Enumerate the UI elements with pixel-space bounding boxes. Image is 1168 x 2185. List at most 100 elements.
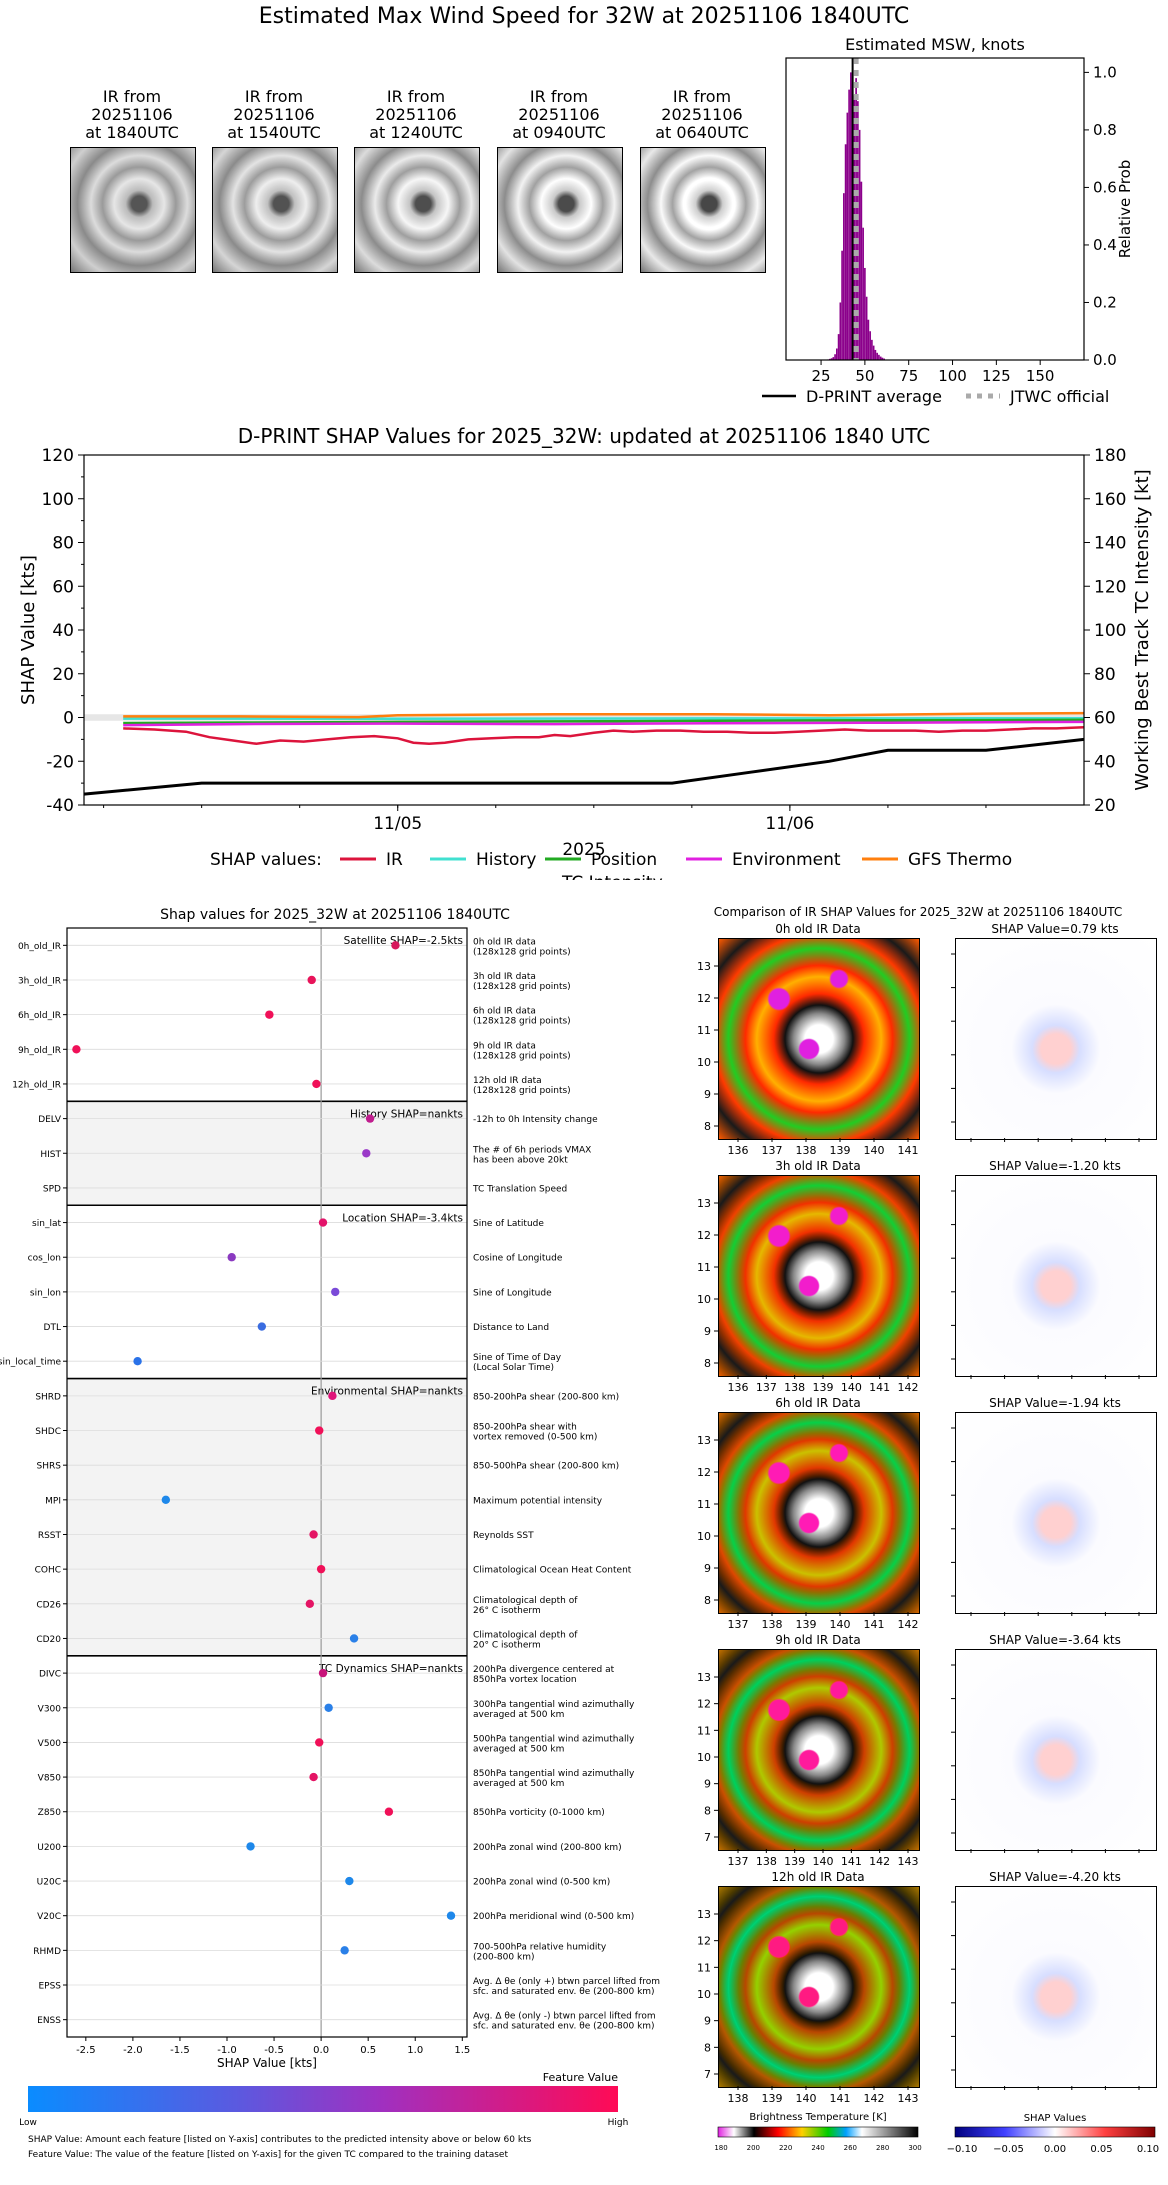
shap-colorbar-tick: 0.00 <box>1044 2144 1066 2155</box>
feature-desc: (128x128 grid points) <box>473 1051 571 1061</box>
y-tick-label: 13 <box>697 1197 711 1210</box>
feature-desc: sfc. and saturated env. θe (200-800 km) <box>473 2022 655 2032</box>
beeswarm-title: Shap values for 2025_32W at 20251106 184… <box>160 907 510 923</box>
msw-histogram: Estimated MSW, knots 25 50 75 100 125 150 0.0 0.… <box>762 35 1134 406</box>
x-tick-label: 139 <box>762 2092 783 2105</box>
shap-map-image <box>955 1175 1157 1377</box>
group-label: Satellite SHAP=-2.5kts <box>344 935 463 947</box>
feature-label: V500 <box>38 1739 62 1749</box>
y-axis-label: Relative Prob <box>1116 160 1134 259</box>
y-tick-label: 9 <box>704 1562 711 1575</box>
ir-map-title: 0h old IR Data <box>775 922 861 936</box>
x-tick-label: -1.0 <box>217 2045 237 2056</box>
legend-label-history: History <box>476 850 536 870</box>
feature-desc: 700-500hPa relative humidity <box>473 1942 607 1952</box>
feature-label: DIVC <box>39 1670 61 1680</box>
y2-tick-label: 100 <box>1094 621 1126 641</box>
feature-shap-point <box>318 1218 328 1227</box>
feature-shap-point <box>391 941 400 950</box>
shap-colorbar-tick: −0.05 <box>993 2144 1024 2155</box>
feature-desc: 850hPa vorticity (0-1000 km) <box>473 1808 605 1818</box>
shap-map-title: SHAP Value=-4.20 kts <box>989 1870 1121 1884</box>
y-tick-label: 13 <box>697 1671 711 1684</box>
feature-desc: 300hPa tangential wind azimuthally <box>473 1700 635 1710</box>
legend-label-gfs_thermo: GFS Thermo <box>908 850 1012 870</box>
y-axis-label: SHAP Value [kts] <box>18 555 39 705</box>
shap-colorbar <box>954 2126 1156 2138</box>
ir-thumbnail-image <box>70 147 196 273</box>
y-tick-label: 10 <box>697 1988 711 2001</box>
histogram-bar <box>879 356 882 360</box>
feature-desc: 850-500hPa shear (200-800 km) <box>473 1462 619 1472</box>
feature-shap-point <box>133 1357 142 1366</box>
feature-label: SHDC <box>35 1427 61 1437</box>
feature-desc: 200hPa divergence centered at <box>473 1665 615 1675</box>
y-tick-label: 12 <box>697 1698 711 1711</box>
histogram-bar <box>871 339 873 360</box>
feature-label: sin_local_time <box>0 1358 61 1368</box>
feature-label: cos_lon <box>28 1254 61 1264</box>
feature-desc: Climatological Ocean Heat Content <box>473 1566 632 1576</box>
shap-map-image <box>955 1886 1157 2088</box>
feature-desc: (128x128 grid points) <box>473 1017 571 1027</box>
ir-caption-line: IR from <box>244 87 304 106</box>
y-tick-label: 0 <box>63 709 74 729</box>
series-line-tc_intensity <box>83 737 1085 796</box>
feature-shap-point <box>365 1114 375 1123</box>
ir-caption-line: 20251106 <box>518 105 600 124</box>
feature-label: RSST <box>38 1531 62 1541</box>
y-tick-label: 8 <box>704 1120 711 1133</box>
feature-desc: (Local Solar Time) <box>473 1363 554 1373</box>
ir-panel-caption: IR from 20251106 at 1240UTC <box>341 88 491 142</box>
x-tick-label: 50 <box>855 367 874 385</box>
x-tick-label: 137 <box>756 1381 777 1394</box>
y-tick-label: 10 <box>697 1530 711 1543</box>
feature-shap-point <box>318 1668 328 1678</box>
histogram-bar <box>848 89 850 360</box>
ir-caption-line: 20251106 <box>661 105 743 124</box>
ir-map-image <box>718 938 920 1140</box>
feature-desc: 200hPa meridional wind (0-500 km) <box>473 1912 634 1922</box>
ir-map-title: 6h old IR Data <box>775 1396 861 1410</box>
bt-colorbar-title: Brightness Temperature [K] <box>749 2112 886 2123</box>
x-tick-label: 142 <box>898 1381 919 1394</box>
feature-shap-point <box>345 1876 354 1886</box>
x-tick-label: 11/05 <box>373 814 422 834</box>
y-tick-label: 7 <box>704 1831 711 1844</box>
bt-colorbar-tick: 180 <box>714 2144 727 2152</box>
ir-map-title: 9h old IR Data <box>775 1633 861 1647</box>
series-line-position <box>123 718 1085 725</box>
feature-shap-point <box>384 1807 394 1816</box>
feature-desc: Cosine of Longitude <box>473 1254 563 1264</box>
y-tick-label: 12 <box>697 992 711 1005</box>
feature-desc: Sine of Latitude <box>473 1219 544 1229</box>
feature-desc: (128x128 grid points) <box>473 1086 571 1096</box>
histogram-bar <box>869 331 871 360</box>
feature-desc: (128x128 grid points) <box>473 947 571 957</box>
y-tick-label: 7 <box>704 2068 711 2081</box>
x-axis-label: SHAP Value [kts] <box>217 2056 317 2070</box>
x-tick-label: 1.5 <box>454 2045 470 2056</box>
feature-colorbar-title: Feature Value <box>543 2071 619 2084</box>
feature-colorbar-high: High <box>608 2118 629 2128</box>
feature-label: HIST <box>40 1150 61 1160</box>
y-tick-label: 10 <box>697 1056 711 1069</box>
beeswarm-frame <box>66 927 468 2038</box>
group-label: Environmental SHAP=nankts <box>311 1386 463 1398</box>
feature-shap-point <box>309 1772 318 1782</box>
feature-desc: 500hPa tangential wind azimuthally <box>473 1734 635 1744</box>
shap-colorbar-tick: 0.05 <box>1090 2144 1112 2155</box>
y2-tick-label: 180 <box>1094 446 1126 466</box>
x-tick-label: 142 <box>869 1855 890 1868</box>
feature-desc: 6h old IR data <box>473 1007 536 1017</box>
legend-label-tc_intensity: TC Intensity <box>561 873 663 880</box>
feature-desc: Sine of Time of Day <box>473 1353 562 1363</box>
y-tick-label: 11 <box>697 1261 711 1274</box>
series-line-ir <box>123 726 1085 746</box>
footnote: Feature Value: The value of the feature … <box>28 2150 508 2160</box>
x-tick-label: 139 <box>784 1855 805 1868</box>
y-tick-label: 9 <box>704 1088 711 1101</box>
feature-label: V300 <box>38 1704 62 1714</box>
legend-label-environment: Environment <box>732 850 841 870</box>
y-tick-label: 0.0 <box>1093 351 1117 369</box>
